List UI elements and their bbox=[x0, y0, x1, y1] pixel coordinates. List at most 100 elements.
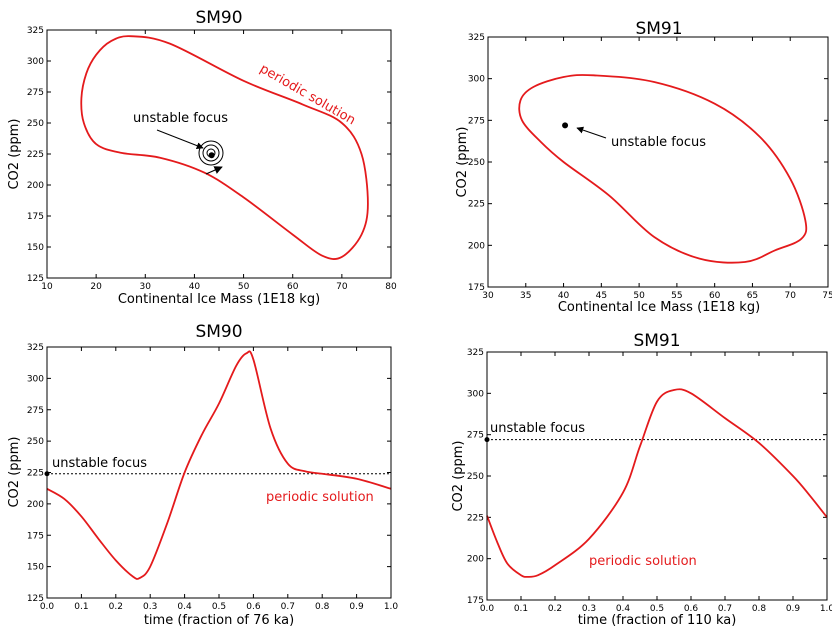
y-tick-label: 225 bbox=[468, 200, 485, 210]
y-tick-label: 300 bbox=[27, 57, 44, 67]
y-tick-label: 275 bbox=[27, 88, 44, 98]
plot-frame bbox=[46, 346, 392, 599]
periodic-solution-curve bbox=[80, 35, 369, 260]
x-tick-label: 0.3 bbox=[143, 602, 157, 612]
y-tick-label: 225 bbox=[27, 469, 44, 479]
y-tick-label: 275 bbox=[467, 431, 484, 441]
y-tick-label: 225 bbox=[467, 513, 484, 523]
unstable-focus-label: unstable focus bbox=[611, 135, 706, 150]
x-tick-label: 0.1 bbox=[514, 604, 528, 614]
plot-frame bbox=[486, 351, 828, 601]
x-tick-label: 0.7 bbox=[718, 604, 732, 614]
y-tick-label: 125 bbox=[27, 274, 44, 284]
y-tick-label: 175 bbox=[467, 596, 484, 606]
y-tick-label: 175 bbox=[27, 531, 44, 541]
y-tick-label: 150 bbox=[27, 563, 44, 573]
y-tick-label: 125 bbox=[27, 594, 44, 604]
x-tick-label: 60 bbox=[709, 291, 721, 301]
title: SM91 bbox=[635, 19, 682, 39]
unstable-focus-label: unstable focus bbox=[52, 456, 147, 471]
x-tick-label: 0.6 bbox=[246, 602, 261, 612]
unstable-focus-spiral bbox=[198, 140, 224, 166]
panel-sm90-phase: SM90 10 20 30 40 50 60 70 80 125 150 175 200 225 250 2… bbox=[7, 8, 397, 307]
periodic-solution-label: periodic solution bbox=[266, 490, 374, 505]
periodic-solution-curve bbox=[518, 74, 808, 264]
y-axis-label: CO2 (ppm) bbox=[455, 126, 470, 197]
x-tick-label: 0.2 bbox=[548, 604, 562, 614]
x-tick-label: 40 bbox=[189, 282, 201, 292]
x-tick-label: 30 bbox=[140, 282, 152, 292]
x-tick-label: 0.3 bbox=[582, 604, 596, 614]
x-tick-label: 0.2 bbox=[109, 602, 123, 612]
panel-sm90-time: SM90 0.0 0.1 0.2 0.3 0.4 0.5 0.6 0.7 0.8 0.9 1.0 12… bbox=[7, 322, 398, 628]
y-tick-label: 175 bbox=[27, 212, 44, 222]
x-tick-label: 75 bbox=[822, 291, 832, 301]
y-axis-label: CO2 (ppm) bbox=[7, 118, 22, 189]
x-axis-label: Continental Ice Mass (1E18 kg) bbox=[558, 300, 760, 315]
unstable-focus-label: unstable focus bbox=[490, 421, 585, 436]
y-tick-label: 150 bbox=[27, 243, 44, 253]
x-tick-label: 0.0 bbox=[480, 604, 495, 614]
x-axis-label: time (fraction of 76 ka) bbox=[144, 613, 294, 628]
annotation-arrow bbox=[156, 129, 204, 149]
x-tick-label: 10 bbox=[41, 282, 53, 292]
title: SM91 bbox=[633, 331, 680, 351]
x-tick-label: 0.9 bbox=[349, 602, 364, 612]
x-tick-label: 0.9 bbox=[786, 604, 801, 614]
x-tick-label: 35 bbox=[520, 291, 531, 301]
y-tick-label: 275 bbox=[468, 116, 485, 126]
x-tick-label: 70 bbox=[784, 291, 796, 301]
periodic-solution-curve bbox=[46, 350, 392, 580]
fixed-point-marker bbox=[208, 152, 215, 159]
y-tick-label: 325 bbox=[27, 343, 44, 353]
fixed-point-marker bbox=[562, 122, 569, 129]
x-tick-label: 55 bbox=[671, 291, 682, 301]
y-tick-label: 175 bbox=[468, 283, 485, 293]
y-tick-label: 300 bbox=[468, 75, 485, 85]
x-tick-label: 70 bbox=[336, 282, 348, 292]
x-tick-label: 0.4 bbox=[177, 602, 192, 612]
y-tick-label: 250 bbox=[27, 437, 44, 447]
x-axis-label: Continental Ice Mass (1E18 kg) bbox=[118, 292, 320, 307]
x-tick-label: 0.4 bbox=[616, 604, 631, 614]
plot-frame bbox=[46, 29, 392, 279]
y-axis-label: CO2 (ppm) bbox=[7, 436, 22, 507]
y-axis-label: CO2 (ppm) bbox=[451, 440, 466, 511]
x-tick-label: 45 bbox=[596, 291, 607, 301]
y-tick-label: 250 bbox=[467, 472, 484, 482]
x-tick-label: 0.5 bbox=[650, 604, 664, 614]
y-tick-label: 250 bbox=[27, 119, 44, 129]
x-tick-label: 1.0 bbox=[820, 604, 832, 614]
x-tick-label: 1.0 bbox=[384, 602, 399, 612]
direction-arrow bbox=[205, 166, 223, 175]
y-tick-label: 325 bbox=[467, 348, 484, 358]
panel-sm91-time: SM91 0.0 0.1 0.2 0.3 0.4 0.5 0.6 0.7 0.8 0.9 1.0 17… bbox=[451, 331, 832, 628]
x-tick-label: 80 bbox=[385, 282, 397, 292]
x-tick-label: 40 bbox=[558, 291, 570, 301]
plot-frame bbox=[487, 36, 829, 288]
x-tick-label: 0.6 bbox=[684, 604, 699, 614]
y-tick-label: 200 bbox=[27, 500, 44, 510]
x-axis-label: time (fraction of 110 ka) bbox=[578, 613, 737, 628]
x-tick-label: 0.5 bbox=[212, 602, 226, 612]
x-tick-label: 0.7 bbox=[281, 602, 295, 612]
y-tick-label: 300 bbox=[27, 374, 44, 384]
y-tick-label: 325 bbox=[468, 33, 485, 43]
title: SM90 bbox=[195, 8, 242, 28]
annotation-arrow bbox=[576, 126, 607, 139]
y-tick-label: 300 bbox=[467, 389, 484, 399]
y-tick-label: 225 bbox=[27, 150, 44, 160]
periodic-solution-label: periodic solution bbox=[257, 61, 358, 128]
title: SM90 bbox=[195, 322, 242, 342]
x-tick-label: 65 bbox=[747, 291, 758, 301]
x-tick-label: 50 bbox=[633, 291, 645, 301]
x-tick-label: 50 bbox=[238, 282, 250, 292]
y-tick-label: 200 bbox=[468, 241, 485, 251]
y-tick-label: 200 bbox=[467, 555, 484, 565]
periodic-solution-curve bbox=[486, 388, 828, 578]
x-tick-label: 60 bbox=[287, 282, 299, 292]
x-tick-label: 20 bbox=[90, 282, 102, 292]
y-tick-label: 250 bbox=[468, 158, 485, 168]
y-tick-label: 325 bbox=[27, 26, 44, 36]
